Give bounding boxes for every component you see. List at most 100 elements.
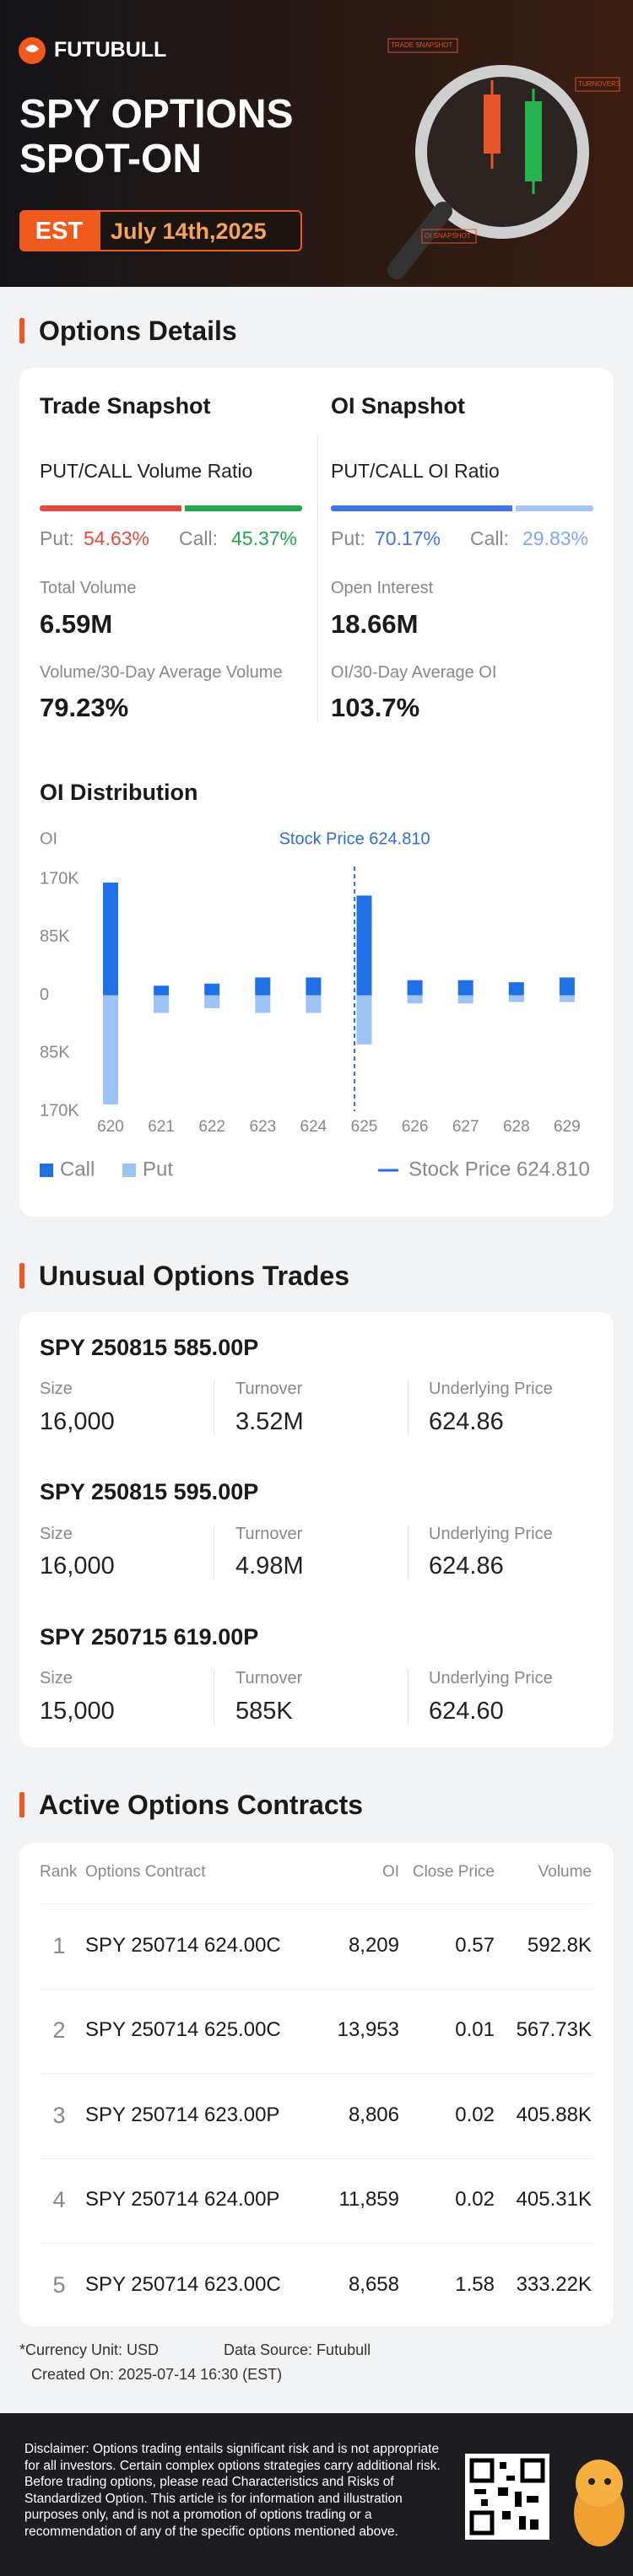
section-title: Unusual Options Trades [39,1260,350,1291]
ratio-value: 54.63% [84,527,150,550]
field-label: Size [40,1669,73,1688]
bar [356,995,372,1045]
table-cell: 4 [52,2187,66,2213]
table-cell: 0.02 [455,2103,495,2126]
field-label: Turnover [235,1669,303,1688]
oi-chart: OI Distribution OI 170K 85K 0 85K 170K 620 621 62… [40,780,590,1180]
field-label: Underlying Price [429,1669,553,1688]
disclaimer: Disclaimer: Options trading entails sign… [24,2442,441,2539]
row-divider [40,1988,593,1990]
bar [306,977,322,996]
field-value: 585K [235,1697,293,1725]
field-label: Size [40,1380,73,1398]
decor-label: TURNOVERS [578,80,621,89]
mascot-head [576,2460,623,2507]
table-cell: 0.02 [455,2188,495,2211]
legend-swatch [122,1164,136,1177]
bar [103,995,118,1104]
field-label: Underlying Price [429,1524,553,1543]
row-divider [40,2073,593,2074]
field-label: Turnover [235,1524,303,1543]
x-tick-label: 628 [503,1118,530,1136]
bar [559,977,575,996]
ratio-label: Call: [470,527,510,550]
footnote: Created On: 2025-07-14 16:30 (EST) [31,2366,283,2384]
stock-price-label: Stock Price 624.810 [279,829,430,848]
contract: SPY 250815 585.00P [40,1334,259,1360]
bar [255,977,271,996]
y-tick-label: 170K [40,869,79,888]
x-tick-label: 620 [97,1118,124,1136]
field-value: 15,000 [40,1697,115,1725]
table-cell: 405.31K [516,2188,592,2211]
table-cell: 1.58 [455,2272,495,2296]
tz-box [19,210,99,251]
qr-eye [520,2458,545,2483]
legend-swatch [40,1164,53,1177]
table-header: Volume [538,1862,592,1881]
table-cell: 0.01 [455,2018,495,2042]
bar [356,895,372,996]
ratio-value: 45.37% [231,527,298,550]
table-cell: 0.57 [455,1933,495,1957]
ratio-bar [40,505,181,511]
x-tick-label: 622 [198,1118,225,1136]
y-tick-label: 85K [40,927,70,946]
heading-bar [19,1792,24,1817]
metric-value: 103.7% [331,693,420,723]
field-value: 4.98M [235,1553,304,1580]
table-cell: SPY 250714 624.00C [85,1933,281,1957]
qr-eye [469,2510,495,2535]
ratio-label: Put: [331,527,365,550]
metric-value: 18.66M [331,609,419,640]
card [19,1312,614,1747]
footnote: Data Source: Futubull [224,2341,371,2359]
section-title: Options Details [39,315,237,346]
x-tick-label: 627 [452,1118,479,1136]
heading-bar [19,1263,24,1288]
table-cell: 592.8K [527,1933,592,1957]
decor-label: TRADE SNAPSHOT [391,41,453,50]
chart-title: OI Distribution [40,780,197,805]
mascot-eye [604,2478,611,2485]
bar [154,986,170,996]
field-value: 16,000 [40,1553,115,1580]
legend-label: Stock Price 624.810 [408,1158,590,1180]
bar [255,995,271,1013]
table-cell: 5 [52,2271,66,2298]
bar [457,980,473,996]
legend-label: Put [143,1158,173,1180]
magnifier [415,65,589,239]
snapshot-title: Trade Snapshot [40,392,211,419]
bar [103,883,118,996]
ratio-bar [184,505,302,511]
metric-label: Total Volume [40,579,137,597]
metric-value: 6.59M [40,609,113,640]
field-label: Size [40,1524,73,1543]
table-cell: 8,209 [348,1933,399,1957]
metric-label: OI/30-Day Average OI [331,663,497,682]
metric-value: 79.23% [40,693,129,723]
metric-label: Open Interest [331,579,434,597]
y-tick-label: 85K [40,1044,70,1062]
table-cell: 13,953 [337,2018,399,2042]
bar [407,995,423,1004]
ratio-value: 29.83% [522,527,589,550]
ratio-title: PUT/CALL OI Ratio [331,460,500,483]
table-cell: 1 [52,1932,66,1958]
table-cell: SPY 250714 624.00P [85,2188,280,2211]
x-tick-label: 623 [249,1118,276,1136]
field-value: 3.52M [235,1407,304,1435]
table-cell: 333.22K [516,2272,592,2296]
bar [204,983,220,996]
x-tick-label: 621 [148,1118,175,1136]
decor-box [421,229,477,244]
table-cell: 2 [52,2017,66,2044]
table-cell: 8,806 [348,2103,399,2126]
header-decor [19,37,620,279]
field-value: 16,000 [40,1407,115,1435]
decor-box [575,77,620,92]
column-divider [317,435,318,723]
table-cell: 405.88K [516,2103,592,2126]
snapshot-title: OI Snapshot [331,392,466,419]
